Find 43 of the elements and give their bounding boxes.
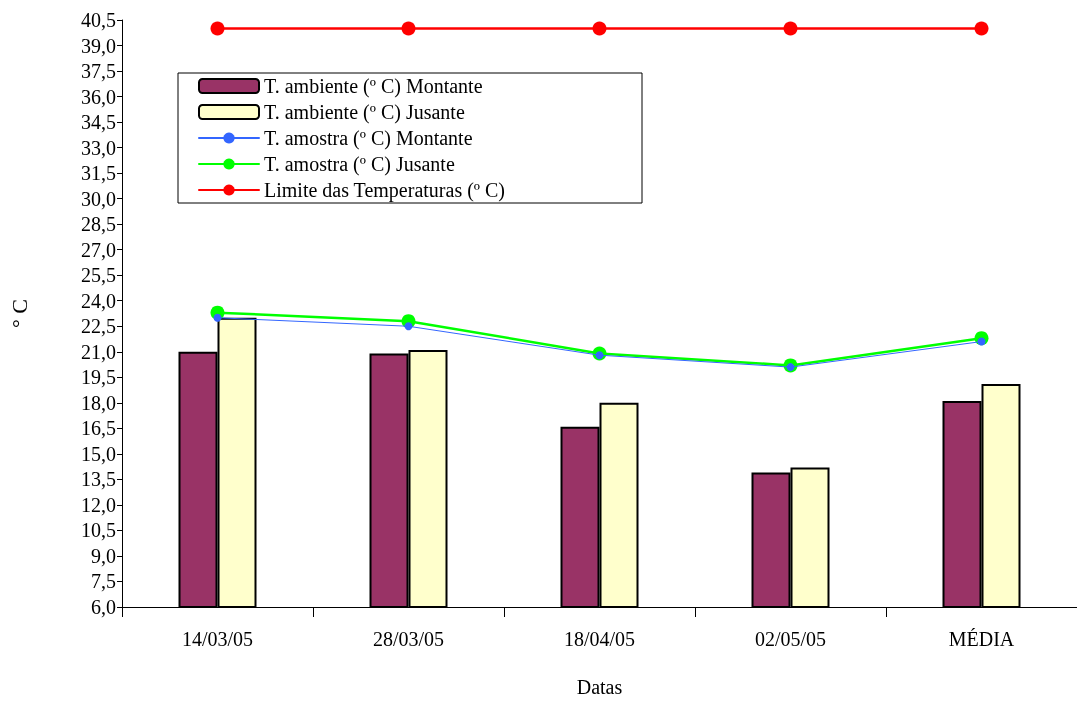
y-tick-label: 39,0: [81, 34, 116, 57]
y-tick-label: 10,5: [81, 519, 116, 542]
x-tick-label: 28/03/05: [372, 628, 445, 650]
y-tick-label: 15,0: [81, 442, 116, 465]
y-tick-label: 36,0: [81, 85, 116, 108]
y-tick-label: 21,0: [81, 340, 116, 363]
y-tick-label: 6,0: [91, 596, 116, 618]
y-tick-label: 25,5: [81, 264, 116, 287]
y-tick-label: 37,5: [81, 60, 116, 83]
y-axis-title: ° C: [6, 299, 32, 328]
y-tick-label: 34,5: [81, 111, 116, 134]
x-axis-title: Datas: [576, 676, 623, 698]
y-tick-label: 27,0: [81, 238, 116, 261]
point: [783, 21, 798, 36]
point: [404, 322, 413, 331]
y-tick-label: 13,5: [81, 468, 116, 491]
y-tick-label: 24,0: [81, 289, 116, 312]
y-tick-label: 18,0: [81, 391, 116, 414]
point: [401, 21, 416, 36]
x-tick-label: 14/03/05: [181, 628, 254, 650]
legend-label: T. amostra (º C) Jusante: [264, 153, 455, 176]
y-tick-label: 40,5: [81, 9, 116, 31]
point: [210, 21, 225, 36]
y-tick-label: 31,5: [81, 162, 116, 185]
y-tick-label: 28,5: [81, 213, 116, 236]
x-tick-label: MÉDIA: [948, 628, 1015, 650]
legend-label: Limite das Temperaturas (º C): [264, 179, 506, 202]
y-tick-label: 7,5: [91, 570, 116, 593]
legend-label: T. ambiente (º C) Montante: [264, 75, 483, 98]
y-tick-label: 33,0: [81, 136, 116, 159]
y-tick-label: 16,5: [81, 417, 116, 440]
y-tick-label: 22,5: [81, 315, 116, 338]
y-tick-label: 12,0: [81, 493, 116, 516]
point: [592, 21, 607, 36]
y-tick-label: 9,0: [91, 544, 116, 567]
legend-label: T. amostra (º C) Montante: [264, 127, 473, 150]
x-tick-label: 18/04/05: [563, 628, 636, 650]
point: [213, 313, 222, 322]
y-tick-label: 19,5: [81, 366, 116, 389]
legend-label: T. ambiente (º C) Jusante: [264, 101, 465, 124]
y-tick-label: 30,0: [81, 187, 116, 210]
point: [974, 21, 989, 36]
x-tick-label: 02/05/05: [754, 628, 827, 650]
